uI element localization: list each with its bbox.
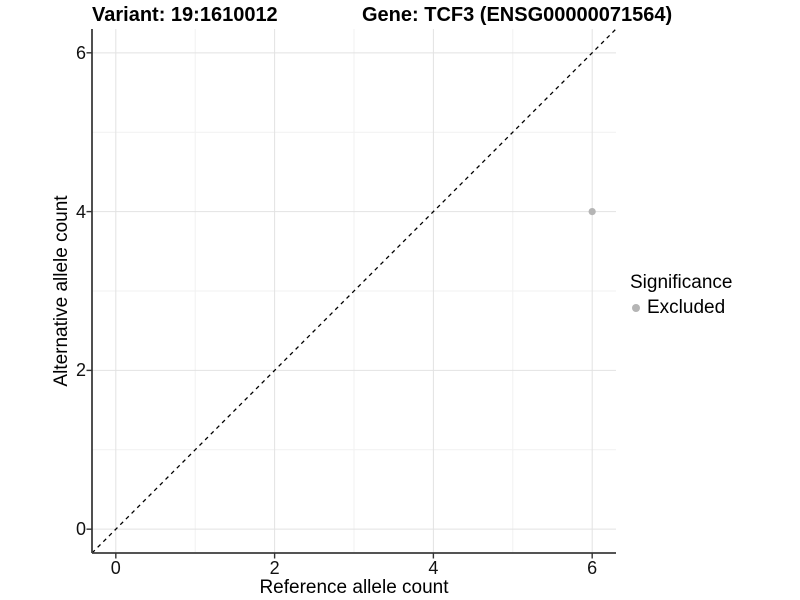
y-tick-label: 2 (75, 360, 86, 381)
y-axis-title: Alternative allele count (51, 195, 72, 387)
y-tick-label: 4 (75, 201, 86, 222)
data-point (588, 208, 596, 216)
y-tick-label: 0 (75, 519, 86, 540)
x-tick-label: 6 (587, 558, 598, 578)
legend: Significance Excluded (630, 272, 732, 319)
legend-point-swatch-icon (632, 304, 640, 312)
x-tick-label: 0 (110, 558, 121, 578)
legend-title: Significance (630, 272, 733, 293)
plot-panel (86, 28, 617, 559)
legend-item-label: Excluded (647, 297, 726, 318)
x-tick-label: 2 (269, 558, 280, 578)
variant-title: Variant: 19:1610012 (92, 4, 278, 26)
identity-dashed-line (91, 28, 617, 554)
legend-item: Excluded (630, 297, 732, 319)
x-axis-title: Reference allele count (259, 577, 449, 598)
x-tick-label: 4 (428, 558, 439, 578)
y-tick-label: 6 (75, 42, 86, 63)
gene-title: Gene: TCF3 (ENSG00000071564) (362, 4, 673, 26)
